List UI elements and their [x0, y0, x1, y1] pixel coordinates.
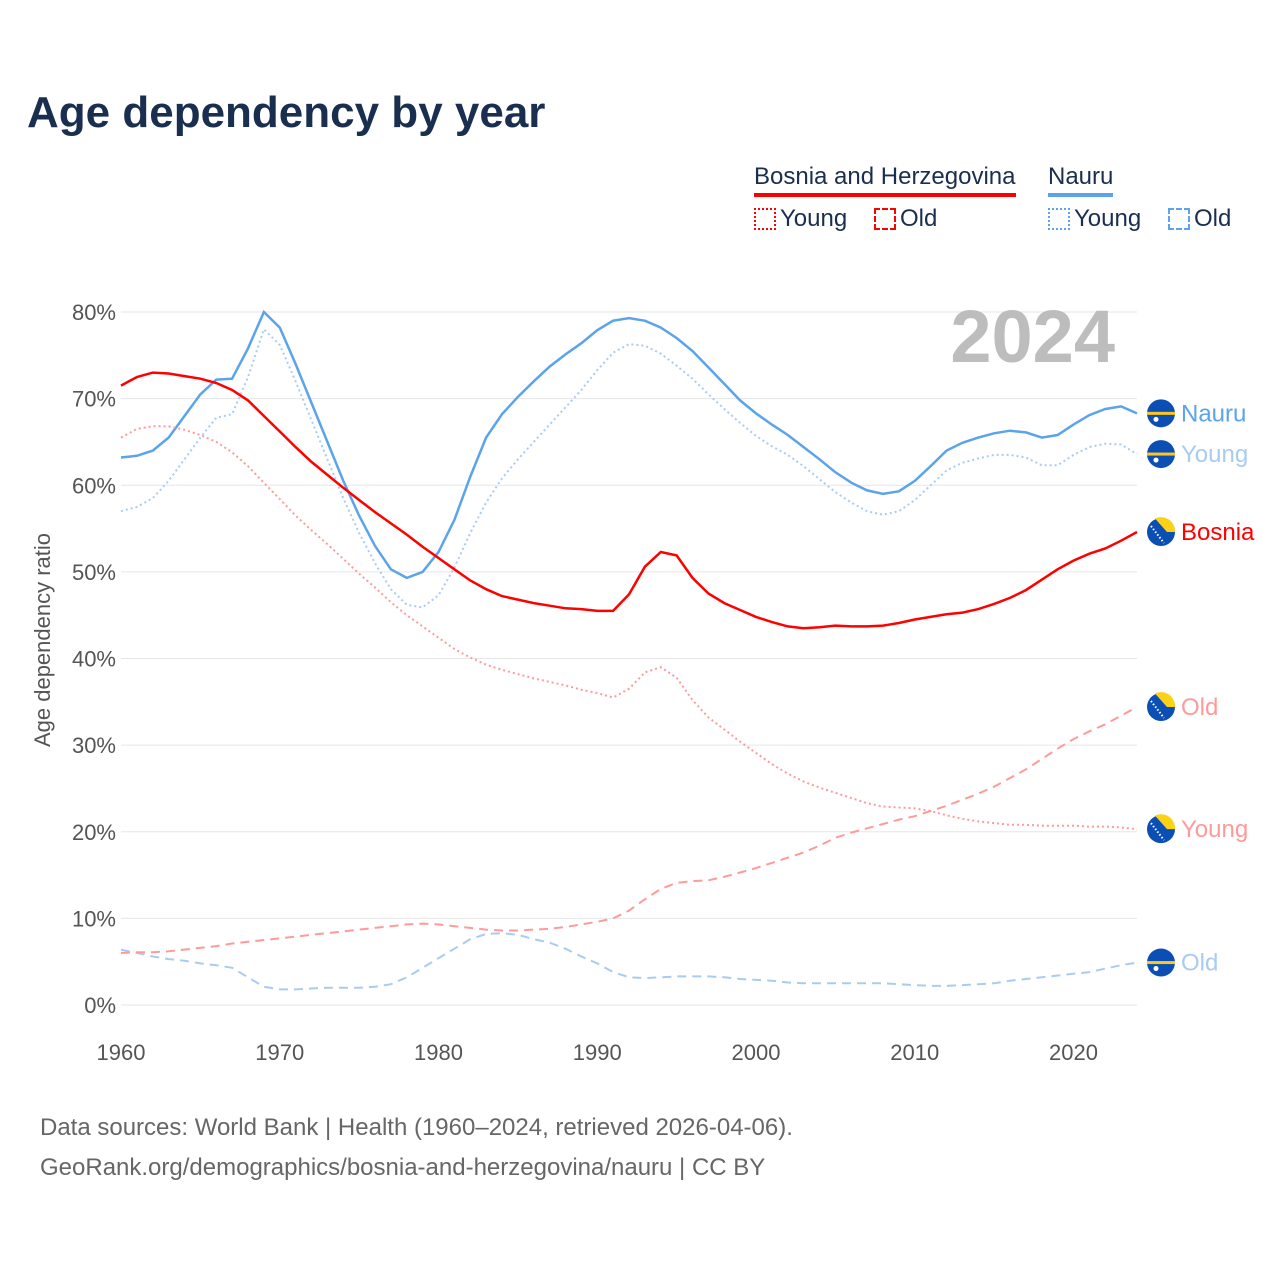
legend-bosnia-young[interactable]: Young — [754, 205, 847, 233]
source-line-1: Data sources: World Bank | Health (1960–… — [40, 1114, 793, 1141]
bosnia-flag-icon — [1147, 814, 1176, 844]
x-tick-label: 2000 — [732, 1040, 781, 1065]
y-axis-label: Age dependency ratio — [30, 533, 55, 747]
legend-label: Old — [900, 205, 938, 232]
legend-country-bosnia[interactable]: Bosnia and Herzegovina — [754, 163, 1016, 197]
series-line-nauru-old — [120, 932, 1138, 991]
legend-country-nauru[interactable]: Nauru — [1048, 163, 1114, 197]
y-tick-label: 10% — [72, 906, 116, 931]
x-tick-label: 2020 — [1049, 1040, 1098, 1065]
dotted-swatch-icon — [754, 208, 776, 230]
source-line-2[interactable]: GeoRank.org/demographics/bosnia-and-herz… — [40, 1154, 766, 1181]
series-line-bosnia-and-herzegovina-old — [120, 706, 1138, 954]
x-tick-label: 2010 — [890, 1040, 939, 1065]
gridlines: 0% 10% 20% 30% 40% 50% 60% 70% 80% 1960 1970 1980 19… — [72, 300, 1137, 1065]
end-label: Nauru — [1181, 400, 1246, 427]
dotted-swatch-icon — [1048, 208, 1070, 230]
y-tick-label: 50% — [72, 560, 116, 585]
x-tick-label: 1960 — [97, 1040, 146, 1065]
y-tick-label: 30% — [72, 733, 116, 758]
y-tick-label: 70% — [72, 387, 116, 412]
y-tick-label: 40% — [72, 647, 116, 672]
end-label: Young — [1181, 816, 1248, 843]
legend-nauru-young[interactable]: Young — [1048, 205, 1141, 233]
source-note: Data sources: World Bank | Health (1960–… — [40, 1108, 793, 1188]
dashed-swatch-icon — [874, 208, 896, 230]
end-label: Bosnia — [1181, 519, 1255, 546]
x-tick-label: 1980 — [414, 1040, 463, 1065]
bosnia-flag-icon — [1147, 517, 1176, 547]
y-tick-label: 0% — [84, 993, 116, 1018]
end-label: Old — [1181, 694, 1218, 721]
y-tick-label: 60% — [72, 473, 116, 498]
legend-bosnia-old[interactable]: Old — [874, 205, 937, 233]
series-line-nauru-young — [120, 327, 1138, 609]
series-line-bosnia-and-herzegovina — [120, 371, 1138, 630]
bosnia-flag-icon — [1147, 692, 1176, 722]
y-tick-label: 80% — [72, 300, 116, 325]
legend-label: Young — [780, 205, 848, 232]
end-labels: Nauru Young Old Bosnia Young Old — [1147, 399, 1255, 977]
dashed-swatch-icon — [1168, 208, 1190, 230]
series-line-nauru — [120, 309, 1138, 580]
nauru-flag-icon — [1147, 948, 1175, 977]
nauru-flag-icon — [1147, 440, 1175, 469]
x-tick-label: 1970 — [255, 1040, 304, 1065]
end-label: Old — [1181, 950, 1218, 977]
legend-label: Old — [1194, 205, 1232, 232]
y-tick-label: 20% — [72, 820, 116, 845]
year-watermark: 2024 — [950, 295, 1115, 378]
chart-title: Age dependency by year — [27, 88, 546, 137]
end-label: Young — [1181, 441, 1248, 468]
series-line-bosnia-and-herzegovina-young — [120, 425, 1138, 831]
legend-label: Young — [1074, 205, 1142, 232]
x-tick-label: 1990 — [573, 1040, 622, 1065]
nauru-flag-icon — [1147, 399, 1175, 428]
legend-nauru-old[interactable]: Old — [1168, 205, 1231, 233]
series-lines — [120, 309, 1138, 991]
